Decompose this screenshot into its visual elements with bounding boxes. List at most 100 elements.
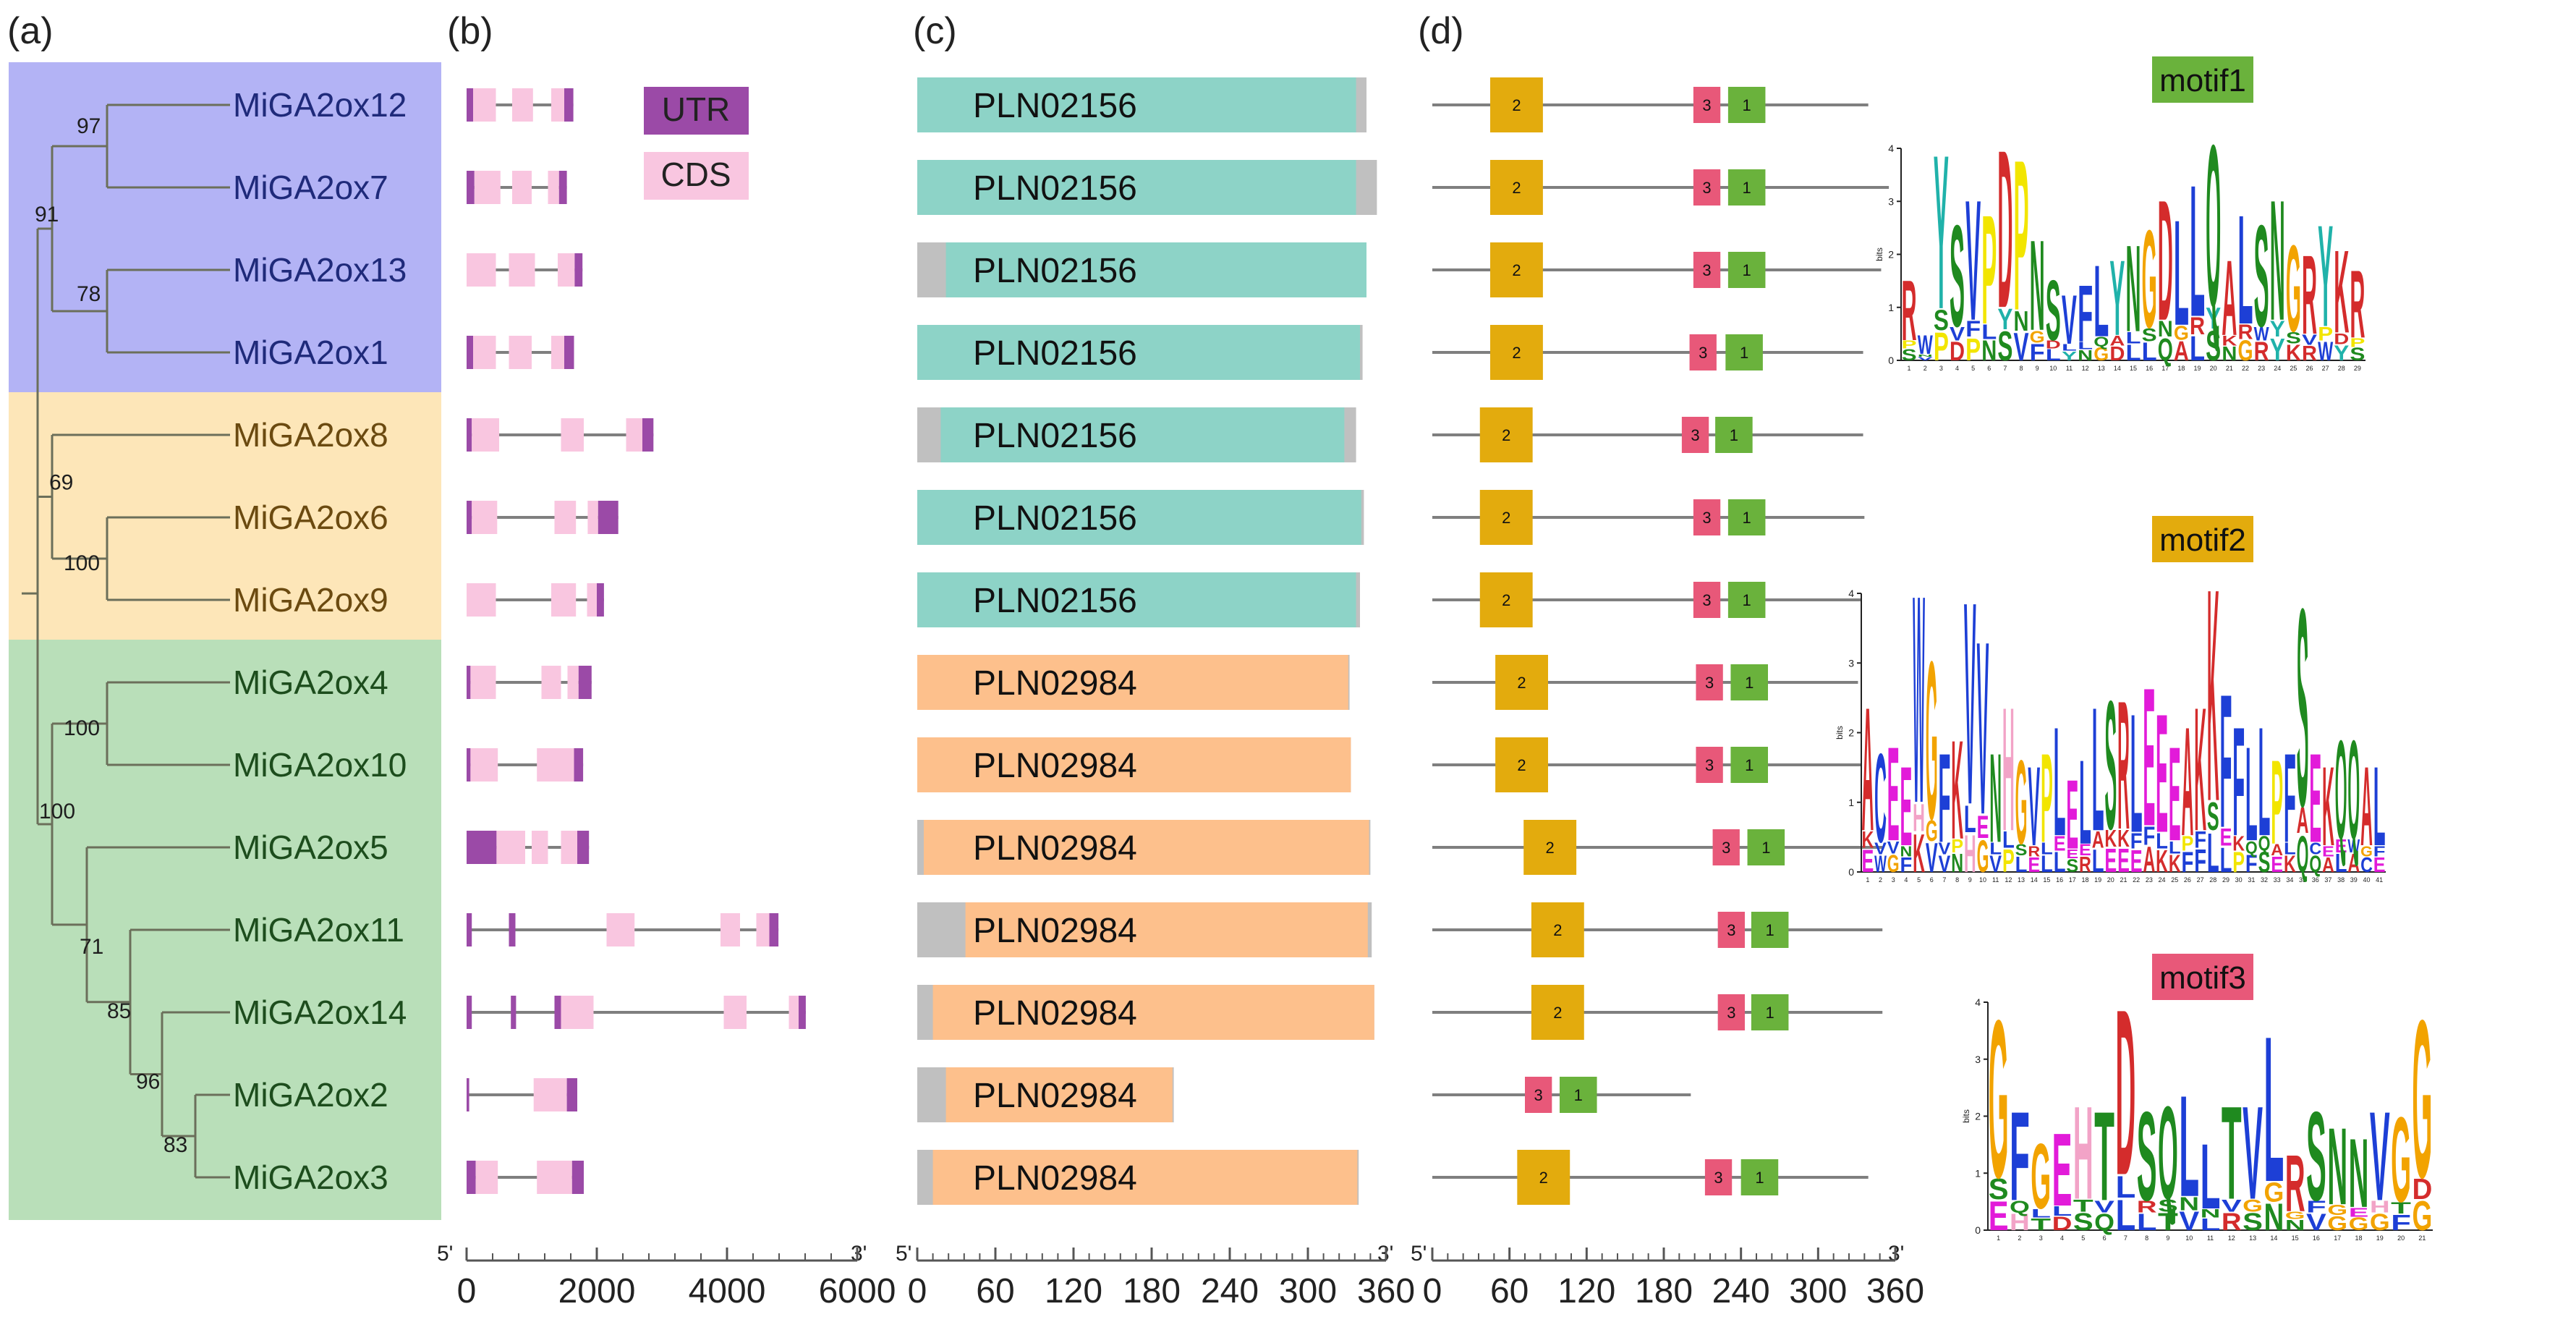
- motif1-minor-letter: V: [2014, 324, 2029, 369]
- motif2-position-label: 41: [2376, 876, 2383, 884]
- motif1-letter-glyph: K: [2222, 333, 2237, 349]
- motif1-box: [1740, 1159, 1779, 1195]
- motif3-number: 3: [1702, 179, 1711, 197]
- motif2-letter-glyph: E: [2117, 842, 2130, 880]
- motif2-minor-letter: V: [1874, 839, 1887, 858]
- motif2-letter-glyph: A: [2143, 839, 2155, 880]
- motif1-title: motif1: [2159, 63, 2246, 98]
- cds-segment: [512, 171, 532, 204]
- motif3-box: [1704, 1159, 1733, 1195]
- motif2-letter-glyph: E: [2079, 841, 2091, 859]
- motif3-major-letter: L: [2179, 1066, 2199, 1227]
- motif1-letter-glyph: F: [2078, 269, 2093, 360]
- motif1-position-label: 3: [1939, 365, 1943, 372]
- bootstrap-value: 97: [77, 114, 101, 138]
- motif1-minor-letter: A: [2174, 336, 2189, 366]
- motif3-minor-letter: R: [2137, 1198, 2157, 1216]
- motif1-letter-glyph: S: [2142, 325, 2157, 345]
- motif2-major-letter: L: [2054, 695, 2066, 868]
- motif2-letter-glyph: L: [2207, 821, 2219, 884]
- motif1-major-letter: G: [2142, 201, 2157, 357]
- motif1-letter-glyph: V: [2062, 281, 2077, 360]
- motif1-y-tick-label: 2: [1888, 249, 1894, 261]
- motif3-box: [1681, 417, 1709, 453]
- motif1-position-label: 18: [2177, 365, 2185, 372]
- domain-label: PLN02984: [973, 912, 1137, 950]
- motif3-letter-glyph: V: [2222, 1197, 2243, 1216]
- motif3-major-letter: T: [2094, 1087, 2114, 1228]
- motif2-position-label: 40: [2363, 876, 2370, 884]
- domain-block: [917, 490, 1361, 545]
- motif1-position-label: 21: [2226, 365, 2233, 372]
- motif1-major-letter: K: [2334, 225, 2349, 357]
- motif3-position-label: 15: [2292, 1234, 2299, 1242]
- bootstrap-value: 78: [77, 282, 101, 306]
- domain-label: PLN02156: [973, 334, 1137, 373]
- motif2-box: [1523, 820, 1577, 875]
- motif1-major-letter: S: [1950, 195, 1965, 357]
- motif1-letter-glyph: Y: [2109, 239, 2125, 359]
- motif2-letter-glyph: W: [2347, 836, 2360, 857]
- motif1-minor-letter: D: [1950, 336, 1965, 366]
- motif1-box: [1730, 747, 1768, 783]
- motif2-position-label: 15: [2043, 876, 2050, 884]
- cds-segment: [551, 583, 577, 617]
- motif3-major-letter: N: [2327, 1105, 2347, 1228]
- motif3-position-label: 4: [2060, 1234, 2064, 1242]
- motif2-minor-letter: L: [2335, 849, 2347, 878]
- motif2-position-label: 10: [1979, 876, 1986, 884]
- motif3-minor-letter: S: [2158, 1197, 2178, 1216]
- motif3-major-letter: H: [2073, 1080, 2093, 1227]
- motif1-minor-letter: Y: [2206, 301, 2221, 335]
- utr-legend-label: UTR: [662, 90, 731, 128]
- domain-label: PLN02984: [973, 994, 1137, 1033]
- gene-label: MiGA2ox13: [233, 251, 407, 289]
- motif2-major-letter: F: [2284, 729, 2296, 870]
- motif1-y-tick-label: 3: [1888, 195, 1894, 207]
- motif3-letter-glyph: T: [2031, 1215, 2051, 1234]
- domain-tick-label: 240: [1201, 1272, 1259, 1310]
- motif1-minor-letter: V: [1918, 356, 1933, 362]
- motif1-letter-glyph: S: [2206, 322, 2221, 370]
- motif2-major-letter: K: [2194, 672, 2206, 868]
- motif1-number: 1: [1755, 1169, 1764, 1187]
- motif2-letter-glyph: L: [2015, 852, 2028, 877]
- gene-label: MiGA2ox5: [233, 829, 388, 866]
- motif2-position-label: 31: [2248, 876, 2255, 884]
- motif1-minor-letter: K: [2286, 339, 2301, 365]
- motif1-minor-letter: F: [2030, 339, 2045, 365]
- motif2-letter-glyph: K: [2194, 672, 2206, 868]
- motif3-minor-letter: S: [2073, 1208, 2093, 1235]
- motif2-position-label: 14: [2031, 876, 2038, 884]
- motif2-number: 2: [1539, 1169, 1548, 1187]
- motif2-position-label: 13: [2018, 876, 2025, 884]
- motif2-letter-glyph: Q: [2347, 711, 2360, 869]
- motif2-letter-glyph: L: [2156, 828, 2168, 853]
- motif3-box: [1712, 829, 1740, 865]
- motif3-position-label: 3: [2039, 1234, 2043, 1242]
- motif2-position-label: 5: [1917, 876, 1921, 884]
- motif1-number: 1: [1743, 96, 1751, 114]
- motif2-letter-glyph: A: [2322, 854, 2334, 877]
- motif1-letter-glyph: L: [2142, 337, 2157, 366]
- motif2-letter-glyph: K: [1861, 826, 1874, 852]
- domain-block: [917, 160, 1356, 215]
- motif3-position-label: 19: [2376, 1234, 2384, 1242]
- motif2-box: [1490, 160, 1543, 215]
- motif2-letter-glyph: E: [1861, 842, 1874, 878]
- cds-segment: [473, 336, 496, 369]
- motif1-position-label: 9: [2036, 365, 2039, 372]
- motif2-position-label: 7: [1942, 876, 1946, 884]
- motif2-position-label: 35: [2299, 876, 2306, 884]
- motif3-letter-glyph: G: [2263, 1177, 2284, 1208]
- motif2-minor-letter: E: [2066, 847, 2078, 861]
- motif1-major-letter: L: [2237, 184, 2253, 357]
- utr-segment: [577, 831, 590, 864]
- cds-segment: [533, 1078, 567, 1111]
- cds-segment: [723, 996, 747, 1029]
- motif2-number: 2: [1546, 839, 1555, 857]
- motif1-letter-glyph: D: [2158, 165, 2173, 357]
- motif3-major-letter: F: [2010, 1087, 2030, 1228]
- motif3-minor-letter: N: [2263, 1195, 2284, 1239]
- motif2-letter-glyph: K: [2284, 851, 2296, 877]
